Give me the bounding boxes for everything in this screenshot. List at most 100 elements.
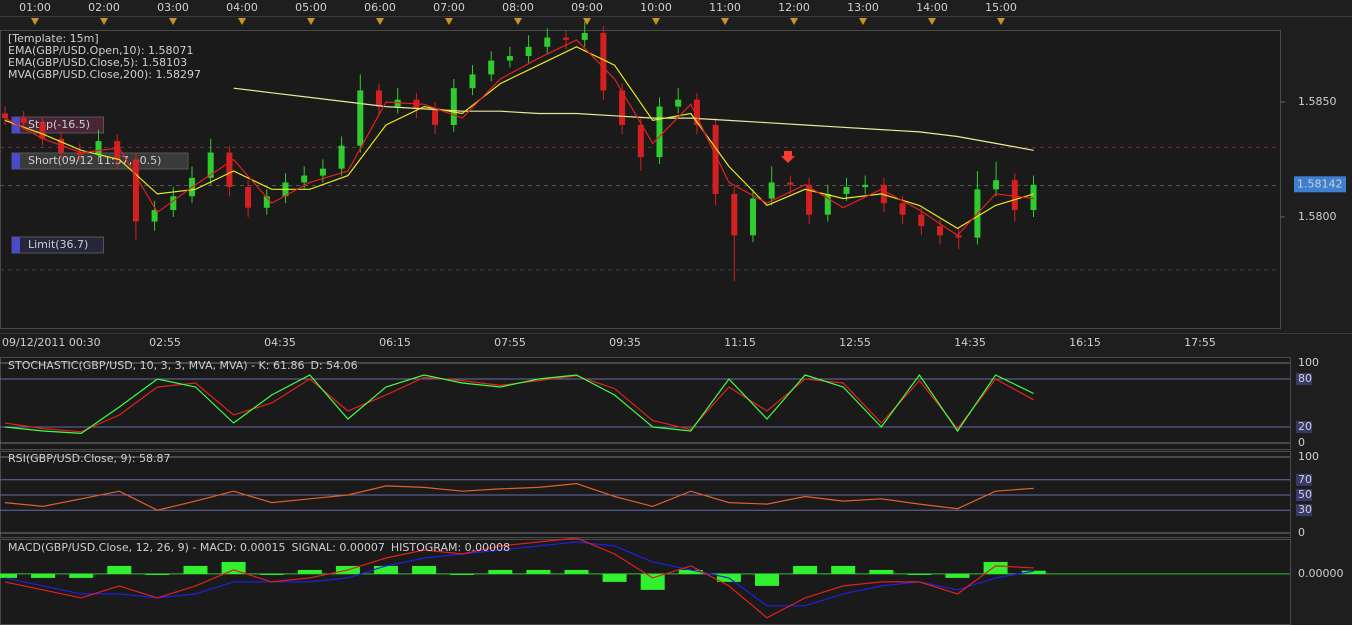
candle-body (432, 108, 439, 125)
candle-body (675, 99, 682, 107)
time-label: 08:00 (502, 1, 534, 14)
candle-body (263, 196, 270, 208)
histogram-bar (31, 573, 56, 578)
time-label: 07:55 (494, 336, 526, 349)
ema5-line (4, 39, 1034, 237)
candle-body (750, 198, 756, 236)
session-marker (31, 18, 39, 25)
candle-body (824, 193, 831, 215)
candle-body (319, 168, 326, 176)
stoch-label: STOCHASTIC(GBP/USD, 10, 3, 3, MVA, MVA) … (8, 359, 304, 372)
price-label: 1.5850 (1298, 95, 1337, 108)
order-label: Limit(36.7) (28, 238, 88, 251)
candle-body (1030, 184, 1037, 211)
time-label: 10:00 (640, 1, 672, 14)
histogram-bar (259, 573, 284, 575)
price-panel (0, 30, 1281, 329)
time-label: 12:00 (778, 1, 810, 14)
candle-body (787, 182, 794, 185)
session-marker (997, 18, 1005, 25)
session-marker (514, 18, 522, 25)
tick-label: 0 (1298, 436, 1305, 449)
histogram-bar (831, 565, 856, 574)
tick-box (1296, 504, 1312, 517)
session-marker (721, 18, 729, 25)
stoch-k-line (4, 373, 1034, 435)
candle-body (39, 122, 46, 139)
candle-body (918, 214, 925, 227)
candle-body (488, 60, 495, 75)
session-marker (652, 18, 660, 25)
time-label: 02:55 (149, 336, 181, 349)
histogram-bar (488, 569, 513, 574)
session-marker (376, 18, 384, 25)
histogram-bar (145, 573, 170, 575)
candle-body (207, 152, 214, 178)
candle-body (843, 187, 850, 194)
candle-body (731, 193, 738, 236)
time-label: 09/12/2011 00:30 (2, 336, 101, 349)
candle-body (301, 175, 308, 183)
price-label: 1.5800 (1298, 210, 1337, 223)
candle-body (2, 113, 8, 119)
session-marker (790, 18, 798, 25)
order-label: Short(09/12 11:57, -0.5) (28, 154, 161, 167)
histogram-bar (450, 573, 475, 575)
histogram-bar (183, 565, 208, 574)
candle-body (245, 187, 252, 208)
time-label: 14:35 (954, 336, 986, 349)
time-label: 09:00 (571, 1, 603, 14)
time-label: 03:00 (157, 1, 189, 14)
candle-body (76, 152, 83, 155)
legend-entry: [Template: 15m] (8, 32, 99, 45)
candle-body (581, 32, 588, 40)
time-label: 16:15 (1069, 336, 1101, 349)
macd-label: MACD(GBP/USD.Close, 12, 26, 9) - MACD: 0… (8, 541, 286, 554)
legend-entry: MVA(GBP/USD.Close,200): 1.58297 (8, 68, 201, 81)
time-label: 01:00 (19, 1, 51, 14)
legend-entry: EMA(GBP/USD.Open,10): 1.58071 (8, 44, 194, 57)
time-label: 07:00 (433, 1, 465, 14)
histogram-bar (107, 565, 132, 574)
tick-label: 0 (1298, 526, 1305, 539)
candle-body (619, 90, 626, 125)
time-label: 02:00 (88, 1, 120, 14)
session-marker (238, 18, 246, 25)
macd-label: SIGNAL: 0.00007 (292, 541, 385, 554)
rsi-label: RSI(GBP/USD.Close, 9): 58.87 (8, 452, 171, 465)
candle-body (712, 124, 719, 194)
tick-label: 20 (1298, 420, 1312, 433)
mva-line (233, 87, 1034, 151)
tick-box (1296, 421, 1312, 433)
ema10-line (4, 46, 1034, 230)
rsi-line (4, 482, 1034, 511)
histogram-bar (945, 573, 970, 578)
histogram-bar (297, 569, 322, 574)
time-label: 06:15 (379, 336, 411, 349)
candle-body (544, 37, 551, 47)
histogram-bar (221, 561, 246, 574)
candle-body (525, 46, 532, 56)
histogram-bar (678, 569, 703, 574)
histogram-bar (374, 565, 398, 574)
candle-body (170, 196, 177, 211)
tick-box (1296, 473, 1312, 486)
tick-box (1296, 489, 1312, 501)
tick-label: 50 (1298, 488, 1312, 501)
candle-body (469, 74, 476, 89)
candle-body (600, 32, 607, 91)
candle-body (338, 145, 345, 169)
candle-body (993, 180, 1000, 190)
session-marker (445, 18, 453, 25)
current-price: 1.58142 (1297, 177, 1343, 190)
candle-body (955, 235, 962, 238)
tick-label: 80 (1298, 372, 1312, 385)
time-label: 04:35 (264, 336, 296, 349)
time-label: 06:00 (364, 1, 396, 14)
histogram-bar (526, 569, 551, 574)
candle-body (937, 226, 943, 236)
histogram-bar (0, 573, 17, 578)
time-label: 04:00 (226, 1, 258, 14)
time-label: 13:00 (847, 1, 879, 14)
